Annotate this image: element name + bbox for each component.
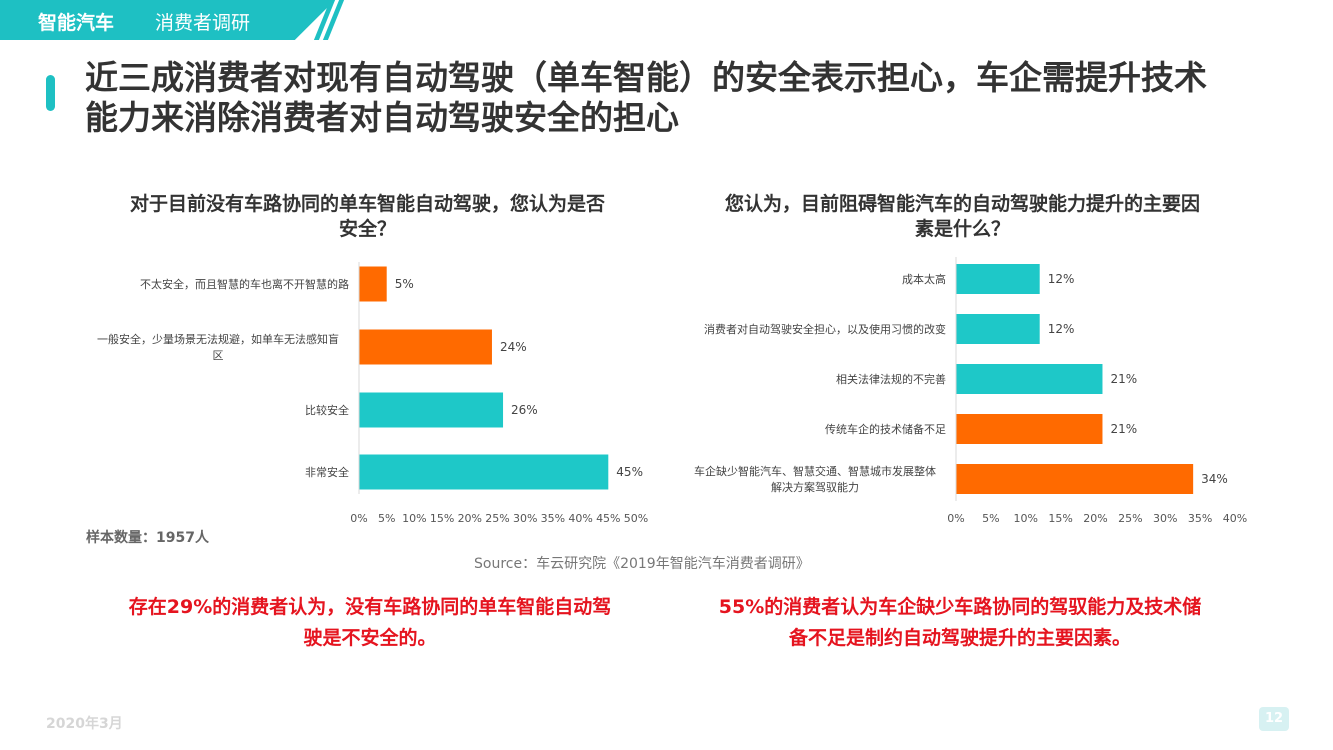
right-chart-title: 您认为，目前阻碍智能汽车的自动驾驶能力提升的主要因 素是什么？ [724, 193, 1200, 240]
page-title: 近三成消费者对现有自动驾驶（单车智能）的安全表示担心，车企需提升技术 能力来消除… [85, 58, 1207, 137]
right-chart-tick-label: 10% [1014, 512, 1038, 525]
left-conclusion: 存在29%的消费者认为，没有车路协同的单车智能自动驾 驶是不安全的。 [128, 596, 612, 649]
right-chart-tick-label: 20% [1083, 512, 1107, 525]
left-chart-tick-label: 45% [596, 512, 620, 525]
left-chart-bar [359, 329, 492, 365]
right-chart-tick-label: 25% [1118, 512, 1142, 525]
right-chart-bar [956, 414, 1103, 444]
left-chart-value-label: 5% [395, 277, 414, 291]
left-chart-category-label: 不太安全，而且智慧的车也离不开智慧的路 [140, 277, 349, 291]
left-chart-tick-label: 40% [568, 512, 592, 525]
right-chart-bar [956, 314, 1040, 344]
left-chart-tick-label: 25% [485, 512, 509, 525]
right-chart-value-label: 34% [1201, 472, 1228, 486]
right-chart-category-label: 传统车企的技术储备不足 [825, 422, 946, 436]
right-chart-category-label: 车企缺少智能汽车、智慧交通、智慧城市发展整体解决方案驾驭能力 [694, 464, 936, 494]
sample-size-note: 样本数量：1957人 [86, 530, 209, 546]
right-chart-tick-label: 40% [1223, 512, 1247, 525]
page-number: 12 [1259, 707, 1289, 731]
right-chart-tick-label: 15% [1048, 512, 1072, 525]
left-chart-tick-label: 5% [378, 512, 395, 525]
left-chart-tick-label: 35% [541, 512, 565, 525]
left-chart-value-label: 24% [500, 340, 527, 354]
left-chart-category-label: 比较安全 [305, 403, 349, 417]
left-chart-value-label: 45% [616, 465, 643, 479]
right-chart-category-label: 相关法律法规的不完善 [836, 372, 946, 386]
title-accent-bar [46, 75, 55, 111]
left-chart-category-label: 一般安全，少量场景无法规避，如单车无法感知盲区 [97, 332, 339, 362]
left-chart-tick-label: 15% [430, 512, 454, 525]
header-brand: 智能汽车 [38, 12, 115, 34]
right-chart-value-label: 21% [1110, 372, 1137, 386]
left-chart-category-label: 非常安全 [305, 465, 349, 479]
left-chart-title: 对于目前没有车路协同的单车智能自动驾驶，您认为是否 安全？ [129, 193, 605, 240]
right-chart-category-label: 成本太高 [902, 272, 946, 286]
left-chart-tick-label: 20% [458, 512, 482, 525]
right-chart-tick-label: 0% [947, 512, 964, 525]
source-note: Source：车云研究院《2019年智能汽车消费者调研》 [474, 556, 810, 572]
right-chart-value-label: 21% [1110, 422, 1137, 436]
header-band: 智能汽车 消费者调研 [0, 0, 335, 40]
right-chart-bar [956, 364, 1103, 394]
header-section: 消费者调研 [155, 12, 251, 34]
left-chart-bar [359, 454, 609, 490]
left-chart-tick-label: 10% [402, 512, 426, 525]
right-conclusion: 55%的消费者认为车企缺少车路协同的驾驭能力及技术储 备不足是制约自动驾驶提升的… [718, 596, 1202, 649]
left-chart-tick-label: 0% [350, 512, 367, 525]
left-chart-tick-label: 30% [513, 512, 537, 525]
left-chart-value-label: 26% [511, 403, 538, 417]
left-chart-tick-label: 50% [624, 512, 648, 525]
right-chart-bar [956, 264, 1040, 294]
left-chart-bar [359, 266, 387, 302]
right-chart-category-label: 消费者对自动驾驶安全担心，以及使用习惯的改变 [704, 322, 946, 336]
right-chart-value-label: 12% [1048, 322, 1075, 336]
footer-date: 2020年3月 [46, 716, 123, 732]
left-chart-bar [359, 392, 504, 428]
right-chart-tick-label: 35% [1188, 512, 1212, 525]
right-chart-tick-label: 30% [1153, 512, 1177, 525]
right-chart-value-label: 12% [1048, 272, 1075, 286]
right-chart-tick-label: 5% [982, 512, 999, 525]
right-chart-bar [956, 464, 1194, 494]
